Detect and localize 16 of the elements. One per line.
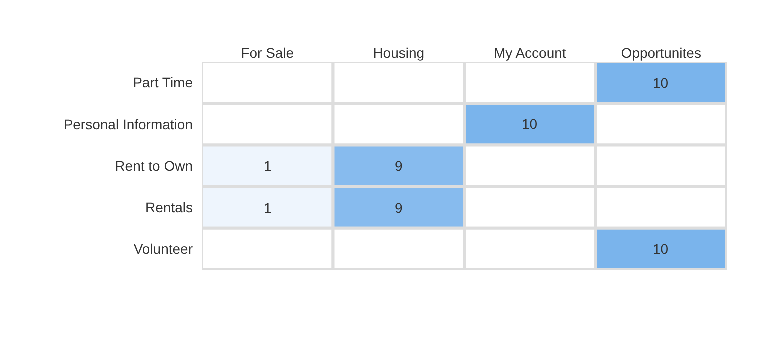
x-tick-label: My Account — [494, 45, 566, 62]
data-label: 1 — [264, 158, 272, 174]
y-tick-label: Rentals — [146, 200, 193, 216]
y-tick-label: Part Time — [133, 74, 194, 91]
data-label: 9 — [395, 158, 403, 174]
y-tick-label: Personal Information — [64, 116, 193, 132]
x-tick-label: For Sale — [241, 45, 294, 62]
y-tick-label: Rent to Own — [115, 158, 193, 174]
y-tick-label: Volunteer — [134, 241, 194, 258]
data-label: 10 — [653, 241, 669, 257]
data-label: 10 — [522, 116, 538, 132]
data-label: 10 — [653, 75, 669, 91]
x-tick-label: Housing — [373, 45, 425, 62]
data-label: 9 — [395, 200, 403, 216]
data-label: 1 — [264, 200, 272, 216]
x-tick-label: Opportunites — [621, 45, 702, 62]
